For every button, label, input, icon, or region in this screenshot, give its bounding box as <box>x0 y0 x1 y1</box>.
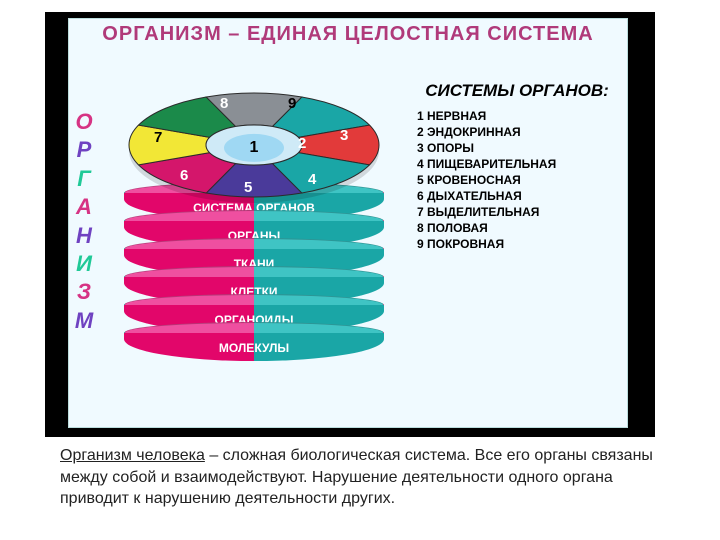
legend-title: СИСТЕМЫ ОРГАНОВ: <box>417 81 617 101</box>
legend-item: 6 ДЫХАТЕЛЬНАЯ <box>417 189 617 203</box>
caption-lead: Организм человека <box>60 447 205 464</box>
vertical-letter: А <box>73 194 95 220</box>
vertical-label-organism: ОРГАНИЗМ <box>73 109 95 334</box>
vertical-letter: И <box>73 251 95 277</box>
pie-segment-label: 8 <box>220 95 228 112</box>
legend: СИСТЕМЫ ОРГАНОВ: 1 НЕРВНАЯ 2 ЭНДОКРИННАЯ 3… <box>417 81 617 253</box>
legend-item: 9 ПОКРОВНАЯ <box>417 237 617 251</box>
legend-item: 8 ПОЛОВАЯ <box>417 221 617 235</box>
pie-segment-label: 3 <box>340 127 348 144</box>
pie-segment-label: 2 <box>298 135 306 152</box>
vertical-letter: О <box>73 109 95 135</box>
page-title: ОРГАНИЗМ – ЕДИНАЯ ЦЕЛОСТНАЯ СИСТЕМА <box>69 19 627 46</box>
pie-segment-label: 5 <box>244 179 252 196</box>
infographic-panel: ОРГАНИЗМ – ЕДИНАЯ ЦЕЛОСТНАЯ СИСТЕМА ОРГА… <box>68 18 628 428</box>
pie-center: 1 <box>224 134 284 162</box>
vertical-letter: З <box>73 279 95 305</box>
cylinder-diagram: СИСТЕМА ОРГАНОВОРГАНЫТКАНИКЛЕТКИОРГАНОИД… <box>99 81 409 411</box>
vertical-letter: М <box>73 308 95 334</box>
legend-item: 1 НЕРВНАЯ <box>417 109 617 123</box>
cylinder-layer-label: МОЛЕКУЛЫ <box>219 341 289 355</box>
pie-center-label: 1 <box>250 139 259 157</box>
pie-top: 1 2 3 4 5 6 7 8 9 <box>124 89 384 209</box>
pie-segment-label: 4 <box>308 171 316 188</box>
legend-item: 5 КРОВЕНОСНАЯ <box>417 173 617 187</box>
legend-item: 4 ПИЩЕВАРИТЕЛЬНАЯ <box>417 157 617 171</box>
slide: ОРГАНИЗМ – ЕДИНАЯ ЦЕЛОСТНАЯ СИСТЕМА ОРГА… <box>0 0 720 540</box>
vertical-letter: Н <box>73 223 95 249</box>
legend-items: 1 НЕРВНАЯ 2 ЭНДОКРИННАЯ 3 ОПОРЫ 4 ПИЩЕВАРИТ… <box>417 109 617 251</box>
vertical-letter: Р <box>73 137 95 163</box>
legend-item: 7 ВЫДЕЛИТЕЛЬНАЯ <box>417 205 617 219</box>
pie-segment-label: 6 <box>180 167 188 184</box>
legend-item: 3 ОПОРЫ <box>417 141 617 155</box>
pie-segment-label: 7 <box>154 129 162 146</box>
vertical-letter: Г <box>73 166 95 192</box>
pie-segment-label: 9 <box>288 95 296 112</box>
legend-item: 2 ЭНДОКРИННАЯ <box>417 125 617 139</box>
caption-text: Организм человека – сложная биологическа… <box>60 445 670 510</box>
